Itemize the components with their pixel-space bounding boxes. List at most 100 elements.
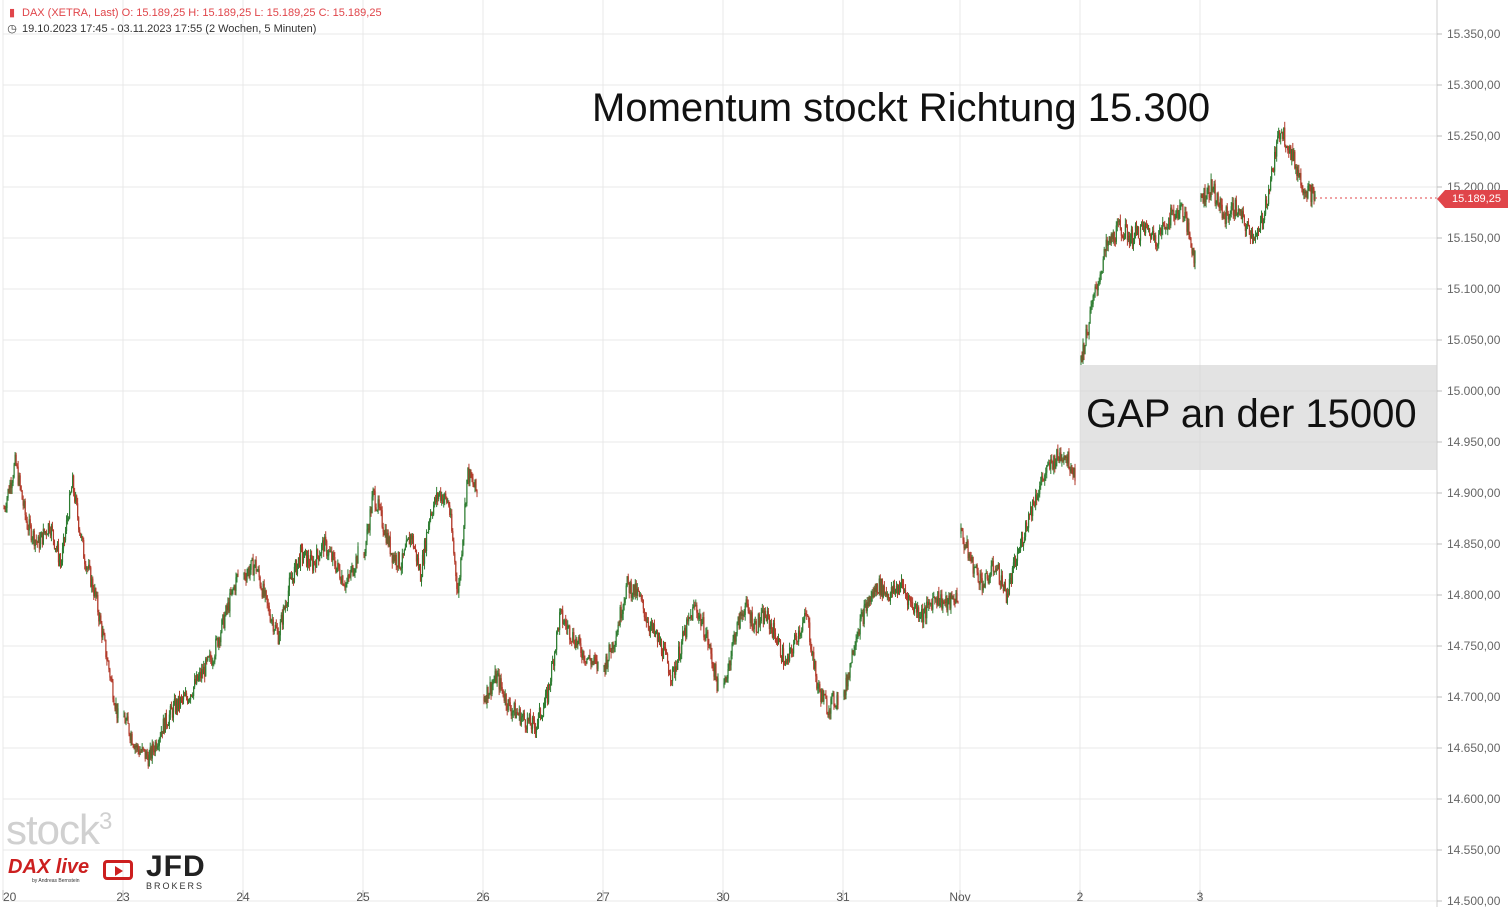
candle-body (677, 659, 679, 670)
candle-body (939, 602, 941, 606)
candle-body (1172, 210, 1174, 212)
candle-body (408, 537, 411, 545)
candle-body (90, 567, 92, 587)
candle-body (73, 475, 75, 493)
candle-body (631, 594, 633, 598)
candle-body (1033, 499, 1035, 506)
candle-body (380, 507, 382, 511)
candle-body (224, 615, 226, 629)
candle-body (1152, 230, 1154, 235)
candle-body (64, 530, 67, 541)
candle-body (130, 733, 132, 741)
y-tick-label: 14.750,00 (1447, 639, 1501, 653)
candle-body (938, 591, 940, 606)
candle-body (465, 503, 467, 505)
candle-body (1250, 230, 1253, 239)
candle-body (276, 628, 278, 632)
candle-body (787, 656, 790, 661)
candle-body (132, 744, 134, 746)
candle-body (1089, 310, 1091, 324)
candle-body (147, 756, 149, 767)
candle-body (307, 555, 310, 564)
candle-body (211, 659, 213, 666)
candle-body (9, 482, 11, 493)
candle-body (1215, 202, 1217, 204)
candle-body (606, 656, 608, 668)
candle-body (10, 482, 12, 489)
candle-body (587, 658, 589, 660)
candle-body (891, 587, 894, 593)
candle-body (877, 592, 879, 594)
candle-body (203, 666, 205, 675)
candle-body (690, 615, 692, 618)
candle-body (1204, 188, 1206, 203)
candle-body (382, 527, 384, 532)
candle-body (1227, 213, 1229, 220)
candle-body (561, 609, 563, 611)
candle-body (954, 602, 956, 604)
candle-body (983, 584, 985, 588)
candle-body (1164, 224, 1166, 229)
candle-body (169, 705, 172, 715)
candle-body (864, 603, 866, 606)
candle-body (685, 627, 687, 638)
candle-body (290, 577, 293, 580)
candle-body (760, 612, 762, 622)
candle-body (749, 614, 751, 624)
candle-body (385, 529, 387, 544)
candle-body (617, 624, 619, 633)
candle-body (171, 709, 174, 718)
candle-body (345, 583, 347, 588)
candle-body (194, 679, 196, 687)
candle-body (835, 705, 837, 707)
candle-body (468, 467, 470, 483)
candle-body (740, 612, 742, 616)
candle-body (195, 679, 197, 684)
candle-body (343, 585, 345, 587)
candle-body (556, 631, 558, 650)
candle-body (624, 598, 626, 603)
candle-body (452, 531, 454, 541)
candle-body (1168, 218, 1170, 230)
candle-body (453, 540, 455, 554)
candle-body (16, 465, 18, 467)
candle-body (1104, 249, 1106, 252)
candle-body (1062, 459, 1064, 461)
candlestick-series (3, 121, 1437, 769)
candle-body (881, 579, 883, 597)
candle-body (1049, 462, 1051, 470)
candle-body (774, 633, 777, 642)
candle-body (998, 564, 1000, 585)
candle-body (777, 639, 780, 644)
candle-body (148, 754, 150, 767)
candle-body (167, 724, 169, 726)
candle-body (170, 705, 173, 710)
candle-body (442, 495, 444, 504)
candle-body (1022, 542, 1025, 546)
candle-body (530, 725, 533, 730)
candle-body (1221, 204, 1223, 219)
clock-icon: ◷ (7, 23, 17, 35)
candle-body (758, 614, 760, 626)
candle-body (100, 615, 102, 624)
candle-body (256, 570, 258, 572)
candle-body (1058, 457, 1060, 462)
candle-body (672, 667, 674, 681)
candle-body (988, 578, 990, 584)
candle-body (686, 619, 688, 638)
candle-body (94, 588, 96, 597)
candle-body (990, 565, 992, 575)
candle-body (1134, 225, 1137, 233)
candle-body (309, 555, 312, 567)
candle-body (674, 666, 676, 675)
candle-body (1105, 239, 1107, 252)
candle-body (573, 632, 575, 644)
candle-body (225, 605, 227, 616)
candle-body (541, 716, 544, 718)
candle-body (756, 632, 758, 634)
candle-body (814, 661, 816, 669)
candle-body (892, 584, 895, 593)
candle-body (929, 602, 931, 605)
candle-body (943, 601, 945, 603)
